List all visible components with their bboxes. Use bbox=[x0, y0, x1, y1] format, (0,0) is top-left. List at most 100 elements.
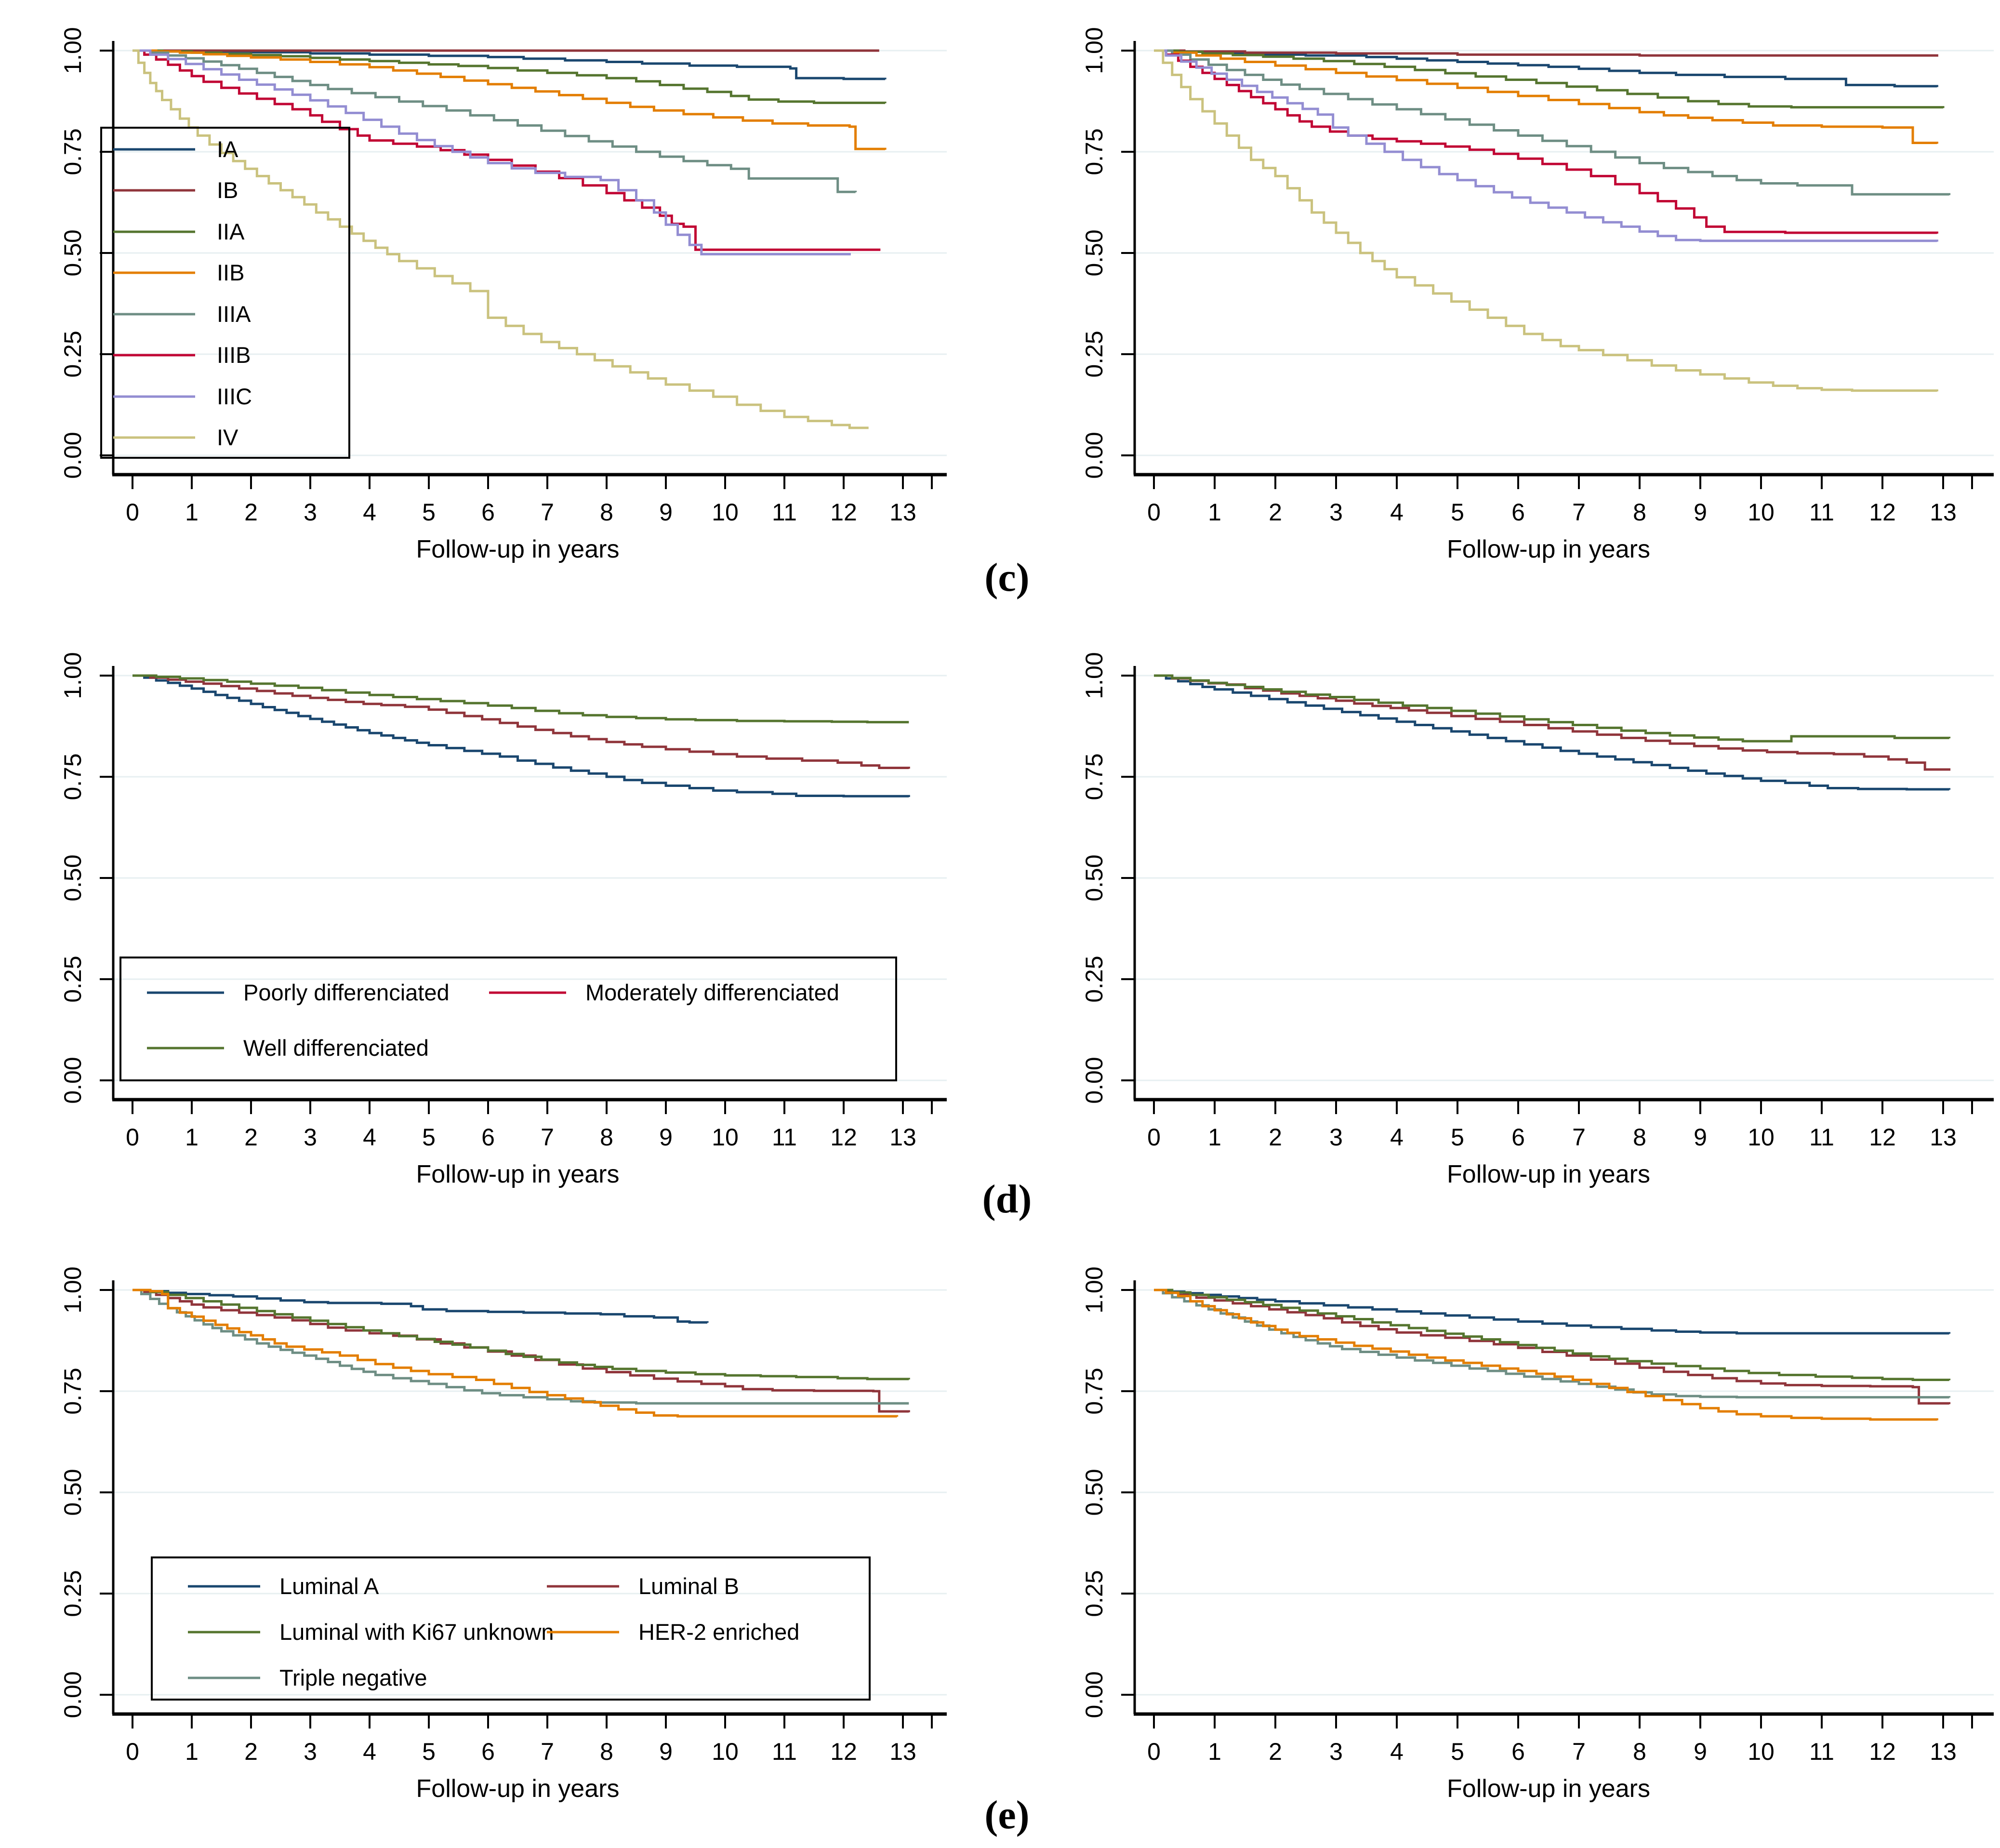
series-her-2-enriched bbox=[132, 1289, 899, 1418]
y-tick-label: 0.25 bbox=[59, 1570, 86, 1617]
series-luminal-b bbox=[1154, 1289, 1951, 1405]
x-tick-label: 6 bbox=[1511, 499, 1525, 526]
x-tick-label: 13 bbox=[1930, 1124, 1957, 1151]
x-tick-label: 0 bbox=[126, 1738, 139, 1765]
y-tick-label: 0.25 bbox=[1081, 1570, 1108, 1617]
km-plot-grade-right: 0.00 0.25 0.50 0.75 1.00 0 1 2 3 4 5 6 7 8 9 10 11 12 13 Fo… bbox=[1050, 644, 2000, 1234]
panel-label-d: (d) bbox=[982, 1177, 1032, 1222]
x-tick-label: 2 bbox=[1269, 499, 1282, 526]
y-tick-label: 0.75 bbox=[1081, 753, 1108, 800]
x-tick-label: 7 bbox=[541, 499, 554, 526]
x-tick-label: 7 bbox=[1572, 1124, 1586, 1151]
series-her-2-enriched bbox=[1154, 1289, 1938, 1421]
km-plot-grade-left: 0.00 0.25 0.50 0.75 1.00 0 1 2 3 4 5 6 7 8 9 10 11 12 13 Fo… bbox=[29, 644, 959, 1234]
x-tick-label: 0 bbox=[126, 1124, 139, 1151]
x-tick-label: 5 bbox=[422, 499, 436, 526]
x-tick-label: 2 bbox=[244, 1124, 258, 1151]
x-tick-label: 8 bbox=[600, 499, 613, 526]
series-iiic bbox=[1154, 49, 1938, 242]
x-tick-label: 3 bbox=[304, 1738, 317, 1765]
x-tick-label: 11 bbox=[1809, 1738, 1834, 1765]
x-axis-title: Follow-up in years bbox=[1447, 1775, 1650, 1803]
y-tick-label: 1.00 bbox=[1081, 1266, 1108, 1313]
x-tick-label: 6 bbox=[481, 1124, 495, 1151]
series-ia bbox=[1154, 49, 1938, 88]
x-tick-label: 4 bbox=[363, 1124, 376, 1151]
x-tick-label: 0 bbox=[1147, 1124, 1161, 1151]
y-tick-label: 0.25 bbox=[1081, 331, 1108, 377]
legend-label-ia: IA bbox=[217, 136, 238, 162]
x-tick-label: 11 bbox=[772, 1738, 797, 1765]
y-tick-label: 1.00 bbox=[59, 27, 86, 74]
x-tick-label: 7 bbox=[1572, 499, 1586, 526]
legend-label-iv: IV bbox=[217, 425, 238, 450]
x-tick-label: 9 bbox=[659, 1738, 673, 1765]
legend-label-luminal-with-ki67-unknown: Luminal with Ki67 unknown bbox=[279, 1619, 554, 1645]
x-tick-label: 11 bbox=[1809, 1124, 1834, 1151]
x-tick-label: 4 bbox=[1390, 1738, 1404, 1765]
series-luminal-b bbox=[132, 1289, 910, 1413]
x-tick-label: 4 bbox=[1390, 1124, 1404, 1151]
x-tick-label: 1 bbox=[1208, 1124, 1221, 1151]
y-tick-label: 0.75 bbox=[1081, 1368, 1108, 1414]
series-iiia bbox=[132, 49, 857, 193]
panel-label-c: (c) bbox=[984, 555, 1030, 600]
series-luminal-a bbox=[132, 1289, 709, 1324]
x-tick-label: 9 bbox=[1694, 1738, 1707, 1765]
y-tick-label: 0.00 bbox=[1081, 1671, 1108, 1718]
x-tick-label: 12 bbox=[830, 499, 857, 526]
x-axis-title: Follow-up in years bbox=[1447, 1160, 1650, 1188]
legend-label-iiic: IIIC bbox=[217, 384, 252, 409]
y-tick-label: 0.50 bbox=[59, 854, 86, 901]
km-plot-subtype-left-svg: 0.000.250.500.751.000 1 2 3 4 5 6 7 8 9 10 11 12 13Fo… bbox=[59, 1266, 947, 1803]
y-tick-label: 0.50 bbox=[59, 229, 86, 276]
y-tick-label: 1.00 bbox=[59, 1266, 86, 1313]
x-tick-label: 6 bbox=[1511, 1738, 1525, 1765]
legend-label-ib: IB bbox=[217, 177, 238, 203]
x-tick-label: 7 bbox=[541, 1738, 554, 1765]
y-tick-label: 0.00 bbox=[59, 1057, 86, 1103]
x-tick-label: 8 bbox=[1633, 1124, 1646, 1151]
x-tick-label: 3 bbox=[1329, 1738, 1343, 1765]
x-axis-title: Follow-up in years bbox=[416, 1160, 620, 1188]
legend-label-her-2-enriched: HER-2 enriched bbox=[638, 1619, 799, 1645]
legend-box bbox=[151, 1556, 871, 1701]
x-tick-label: 0 bbox=[126, 499, 139, 526]
x-tick-label: 2 bbox=[244, 499, 258, 526]
x-tick-label: 10 bbox=[712, 499, 739, 526]
series-moderately-differenciated bbox=[132, 674, 910, 769]
legend-label-iiia: IIIA bbox=[217, 301, 251, 327]
x-tick-label: 9 bbox=[1694, 499, 1707, 526]
x-tick-label: 3 bbox=[304, 1124, 317, 1151]
series-triple-negative bbox=[132, 1289, 909, 1405]
km-plot-grade-left-svg: 0.000.250.500.751.000 1 2 3 4 5 6 7 8 9 10 11 12 13Fo… bbox=[59, 652, 947, 1188]
y-tick-label: 0.00 bbox=[59, 432, 86, 479]
y-tick-label: 0.25 bbox=[59, 956, 86, 1002]
km-plot-subtype-right: 0.00 0.25 0.50 0.75 1.00 0 1 2 3 4 5 6 7 8 9 10 11 12 13 Fo… bbox=[1050, 1259, 2000, 1848]
km-plot-stage-right-svg: 0.000.250.500.751.000 1 2 3 4 5 6 7 8 9 10 11 12 13Fo… bbox=[1081, 27, 1994, 563]
series-iia bbox=[132, 49, 887, 104]
legend-box bbox=[100, 127, 350, 459]
y-tick-label: 0.50 bbox=[1081, 854, 1108, 901]
x-tick-label: 1 bbox=[1208, 499, 1221, 526]
x-tick-label: 8 bbox=[1633, 1738, 1646, 1765]
legend-label-triple-negative: Triple negative bbox=[279, 1665, 427, 1690]
y-tick-label: 0.50 bbox=[1081, 1469, 1108, 1516]
legend-label-luminal-a: Luminal A bbox=[279, 1573, 379, 1599]
x-tick-label: 12 bbox=[1869, 1738, 1896, 1765]
x-tick-label: 4 bbox=[363, 1738, 376, 1765]
series-luminal-a bbox=[1154, 1289, 1951, 1335]
x-tick-label: 5 bbox=[422, 1124, 436, 1151]
x-tick-label: 6 bbox=[1511, 1124, 1525, 1151]
x-tick-label: 5 bbox=[1451, 1738, 1464, 1765]
x-axis-title: Follow-up in years bbox=[416, 535, 620, 563]
km-plot-subtype-left: 0.00 0.25 0.50 0.75 1.00 0 1 2 3 4 5 6 7 8 9 10 11 12 13 Fo… bbox=[29, 1259, 959, 1848]
x-tick-label: 13 bbox=[889, 499, 916, 526]
series-well-differenciated bbox=[132, 674, 909, 724]
x-axis-title: Follow-up in years bbox=[1447, 535, 1650, 563]
y-tick-label: 0.25 bbox=[1081, 956, 1108, 1002]
x-tick-label: 2 bbox=[1269, 1124, 1282, 1151]
x-tick-label: 5 bbox=[422, 1738, 436, 1765]
legend: Luminal A Luminal B Luminal with Ki67 unkn… bbox=[151, 1556, 871, 1701]
legend-label-poorly-differenciated: Poorly differenciated bbox=[243, 980, 450, 1005]
